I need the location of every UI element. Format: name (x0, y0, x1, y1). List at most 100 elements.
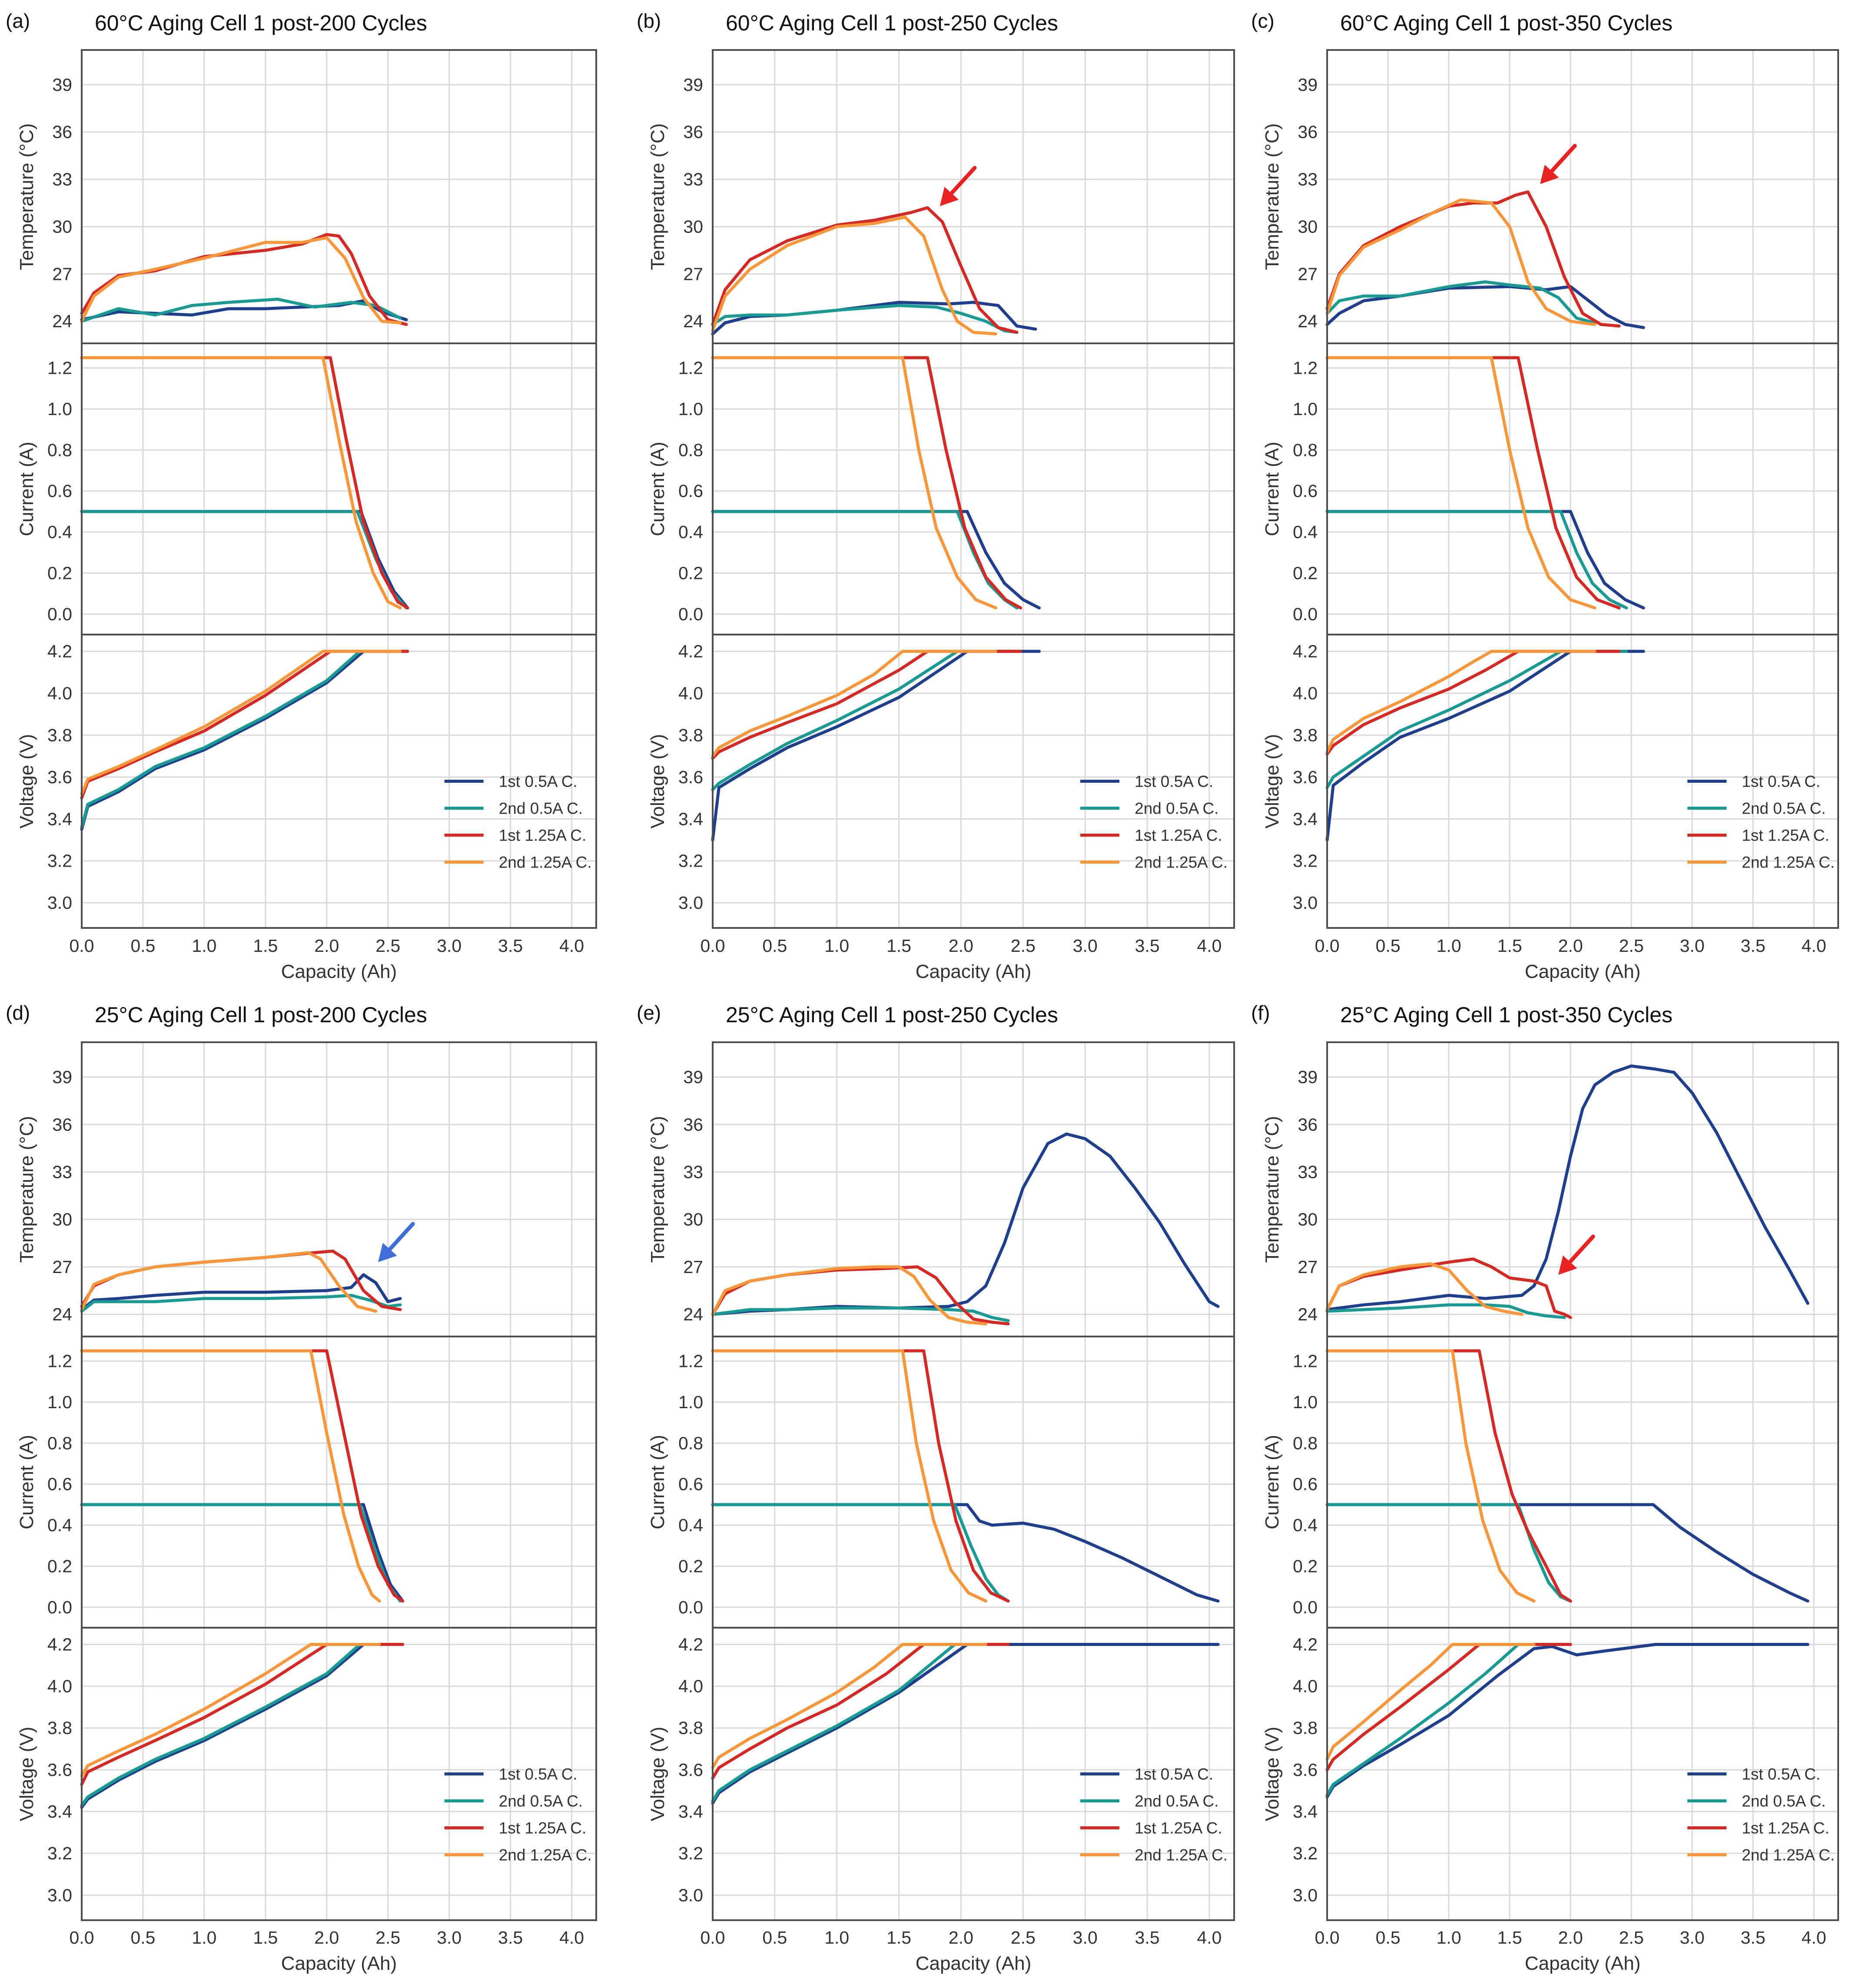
panel-e-voltage-series-1st-0-5a-c (711, 1643, 1220, 1805)
panel-d-voltage-ytick: 3.0 (47, 1885, 72, 1905)
panel-a-legend-label: 1st 1.25A C. (499, 827, 587, 844)
panel-e-temperature-ylabel: Temperature (°C) (647, 1116, 668, 1263)
panel-b-current-ytick: 1.0 (678, 399, 703, 419)
panel-b-xlabel: Capacity (Ah) (916, 961, 1032, 982)
panel-e-voltage-ytick: 3.6 (678, 1760, 703, 1780)
panel-f-voltage-series-2nd-0-5a-c (1325, 1643, 1572, 1797)
panel-b-current-ytick: 0.8 (678, 440, 703, 460)
panel-f-xtick: 3.5 (1741, 1928, 1766, 1948)
panel-e-temperature-ytick: 27 (683, 1257, 703, 1277)
panel-c-xtick: 2.5 (1619, 936, 1644, 956)
panel-e-current-series-2nd-1-25a-c (711, 1349, 988, 1603)
panel-c-temperature-series-2nd-0-5a-c (1325, 280, 1597, 325)
panel-c-voltage-ytick: 3.4 (1293, 809, 1318, 829)
panel-c-temperature-ytick: 39 (1298, 75, 1318, 95)
panel-f-temperature-ylabel: Temperature (°C) (1262, 1116, 1283, 1263)
panel-f-current-ytick: 0.0 (1293, 1597, 1318, 1617)
panel-f-legend-label: 1st 0.5A C. (1742, 1765, 1820, 1783)
panel-b-xtick: 0.5 (762, 936, 787, 956)
panel-d-temperature-ytick: 39 (52, 1067, 72, 1087)
panel-a-current-series-2nd-1-25a-c (80, 356, 402, 610)
panel-e-xtick: 4.0 (1197, 1928, 1222, 1948)
panel-d-temperature-series-1st-0-5a-c (80, 1273, 402, 1311)
panel-f-voltage-ytick: 3.4 (1293, 1802, 1318, 1822)
panel-b-temperature-ytick: 30 (683, 216, 703, 236)
panel-f-temperature-ytick: 36 (1298, 1114, 1318, 1134)
panel-a-temperature-series-1st-1-25a-c (80, 233, 408, 326)
panel-d-current-ytick: 1.0 (47, 1392, 72, 1412)
panel-d-voltage-series-1st-0-5a-c (80, 1643, 405, 1809)
panel-f-voltage-ytick: 3.6 (1293, 1760, 1318, 1780)
panel-d-voltage-series-2nd-0-5a-c (80, 1643, 402, 1807)
panel-c-arrow-head (1540, 165, 1559, 184)
panel-b-current-ytick: 0.0 (678, 604, 703, 624)
panel-b-title: 60°C Aging Cell 1 post-250 Cycles (726, 11, 1058, 35)
panel-e-title: 25°C Aging Cell 1 post-250 Cycles (726, 1003, 1058, 1027)
panel-d-title: 25°C Aging Cell 1 post-200 Cycles (95, 1003, 427, 1027)
panel-f-temperature-ytick: 33 (1298, 1162, 1318, 1182)
panel-c-legend-label: 1st 0.5A C. (1742, 773, 1820, 791)
panel-e-current-ylabel: Current (A) (647, 1435, 668, 1529)
panel-e-xlabel: Capacity (Ah) (916, 1953, 1032, 1974)
panel-f-current-ytick: 1.2 (1293, 1351, 1318, 1371)
panel-c-voltage-series-2nd-0-5a-c (1325, 650, 1628, 789)
panel-b-letter: (b) (637, 10, 661, 32)
panel-b-voltage-ytick: 3.8 (678, 725, 703, 745)
panel-f-voltage-ytick: 3.0 (1293, 1885, 1318, 1905)
panel-d-temperature-ytick: 36 (52, 1114, 72, 1134)
panel-b-xtick: 2.0 (949, 936, 973, 956)
panel-d-xtick: 1.0 (192, 1928, 216, 1948)
panel-c-legend-label: 2nd 1.25A C. (1742, 854, 1835, 871)
panel-f-legend-label: 2nd 1.25A C. (1742, 1846, 1835, 1864)
panel-f-voltage-ylabel: Voltage (V) (1262, 1727, 1283, 1822)
panel-a-temperature-ytick: 36 (52, 122, 72, 142)
panel-c-xtick: 0.5 (1376, 936, 1401, 956)
panel-c-current-ytick: 0.2 (1293, 563, 1318, 583)
panel-c-xtick: 1.5 (1497, 936, 1522, 956)
panel-a-current-ytick: 0.2 (47, 563, 72, 583)
panel-a-current-ytick: 0.4 (47, 522, 72, 542)
panel-a-xtick: 2.0 (314, 936, 339, 956)
panel-b-temperature-ytick: 39 (683, 75, 703, 95)
panel-d-xtick: 4.0 (559, 1928, 584, 1948)
panel-d-arrow-shaft (384, 1222, 415, 1256)
panel-e-voltage-series-2nd-1-25a-c (711, 1643, 988, 1769)
panel-a-temperature-ytick: 33 (52, 170, 72, 189)
panel-a-xtick: 3.5 (498, 936, 523, 956)
panel-d-xtick: 3.0 (437, 1928, 462, 1948)
panel-d-xtick: 1.5 (253, 1928, 278, 1948)
panel-d-legend-label: 2nd 1.25A C. (499, 1846, 592, 1864)
panel-b-current-ylabel: Current (A) (647, 442, 668, 536)
panel-a-letter: (a) (6, 10, 30, 32)
panel-c-xtick: 3.5 (1741, 936, 1766, 956)
panel-f-current-series-1st-0-5a-c (1325, 1503, 1810, 1603)
panel-c-current-ytick: 0.4 (1293, 522, 1318, 542)
panel-b-temperature-series-1st-1-25a-c (711, 206, 1019, 334)
panel-f-current-ytick: 1.0 (1293, 1392, 1318, 1412)
panel-c-xtick: 0.0 (1315, 936, 1340, 956)
panel-b-voltage-ylabel: Voltage (V) (647, 734, 668, 829)
panel-f-xtick: 0.0 (1315, 1928, 1340, 1948)
panel-f-xtick: 3.0 (1680, 1928, 1705, 1948)
panel-e-xtick: 0.0 (701, 1928, 725, 1948)
panel-a-voltage-series-2nd-0-5a-c (80, 650, 407, 829)
panel-c-legend-label: 1st 1.25A C. (1742, 827, 1829, 844)
panel-b-voltage-ytick: 3.4 (678, 809, 703, 829)
panel-a-voltage-ytick: 3.4 (47, 809, 72, 829)
panel-d-xtick: 0.0 (70, 1928, 94, 1948)
panel-c-voltage-series-1st-0-5a-c (1325, 650, 1645, 841)
panel-d-voltage-ylabel: Voltage (V) (16, 1727, 37, 1822)
panel-c-temperature-ytick: 30 (1298, 216, 1318, 236)
panel-e-temperature-ytick: 24 (683, 1304, 703, 1324)
panel-d-current-ytick: 1.2 (47, 1351, 72, 1371)
panel-b-voltage-ytick: 4.2 (678, 642, 703, 662)
panel-f-voltage-ytick: 3.2 (1293, 1843, 1318, 1863)
panel-c-current-ytick: 0.8 (1293, 440, 1318, 460)
panel-c-voltage-ytick: 4.2 (1293, 642, 1318, 662)
panel-b-temperature-series-2nd-1-25a-c (711, 216, 997, 336)
panel-e-current-ytick: 0.0 (678, 1597, 703, 1617)
panel-f-arrow-shaft (1564, 1234, 1595, 1268)
panel-c-voltage-ytick: 3.0 (1293, 893, 1318, 913)
panel-a-temperature-series-2nd-0-5a-c (80, 297, 402, 323)
panel-b-xtick: 1.5 (886, 936, 911, 956)
